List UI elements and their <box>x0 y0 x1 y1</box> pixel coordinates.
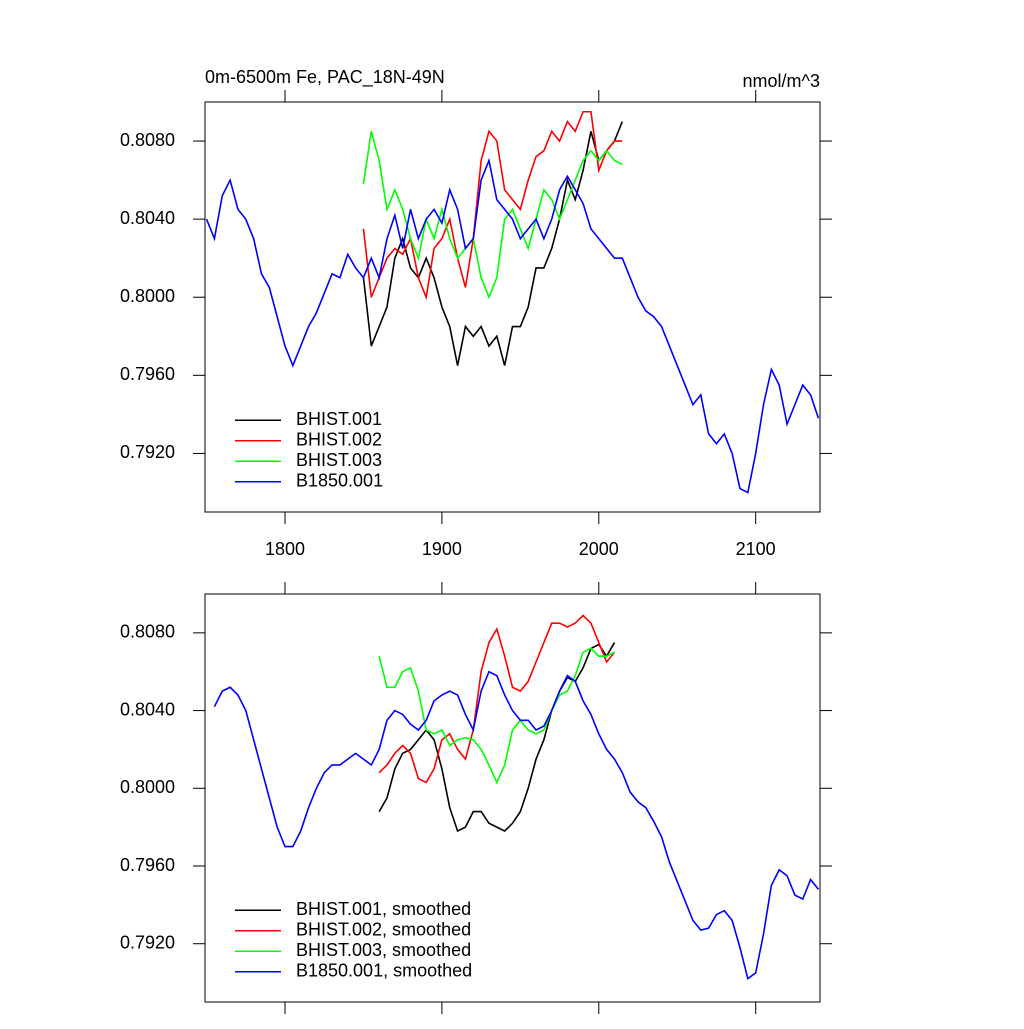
y-tick-label: 0.8040 <box>120 699 175 719</box>
legend-label: BHIST.001 <box>296 409 382 429</box>
legend-label: BHIST.002 <box>296 430 382 450</box>
series-line <box>378 647 615 785</box>
plot-frame <box>204 101 821 513</box>
series-line <box>378 642 616 833</box>
x-tick-label: 1800 <box>265 539 305 559</box>
y-tick-label: 0.8000 <box>120 777 175 797</box>
y-tick-label: 0.8080 <box>120 622 175 642</box>
legend-label: B1850.001 <box>296 471 383 491</box>
series-line <box>362 131 623 300</box>
x-tick-label: 2000 <box>579 539 619 559</box>
legend-label: BHIST.002, smoothed <box>296 920 471 940</box>
series-line <box>362 110 623 301</box>
series-line <box>378 614 616 784</box>
units-label: nmol/m^3 <box>743 71 820 91</box>
chart-title: 0m-6500m Fe, PAC_18N-49N <box>205 67 445 88</box>
series-line <box>205 157 820 494</box>
legend-label: BHIST.003, smoothed <box>296 940 471 960</box>
y-tick-label: 0.7920 <box>120 442 175 462</box>
x-tick-label: 2100 <box>736 539 776 559</box>
y-tick-label: 0.7960 <box>120 855 175 875</box>
legend-label: B1850.001, smoothed <box>296 961 472 981</box>
y-tick-label: 0.7960 <box>120 364 175 384</box>
y-tick-label: 0.8080 <box>120 130 175 150</box>
legend-label: BHIST.003 <box>296 450 382 470</box>
x-tick-label: 1900 <box>422 539 462 559</box>
series-line <box>213 670 820 981</box>
legend-label: BHIST.001, smoothed <box>296 899 471 919</box>
series-line <box>362 121 624 366</box>
y-tick-label: 0.8000 <box>120 286 175 306</box>
y-tick-label: 0.8040 <box>120 208 175 228</box>
plot-frame <box>204 593 821 1003</box>
y-tick-label: 0.7920 <box>120 932 175 952</box>
